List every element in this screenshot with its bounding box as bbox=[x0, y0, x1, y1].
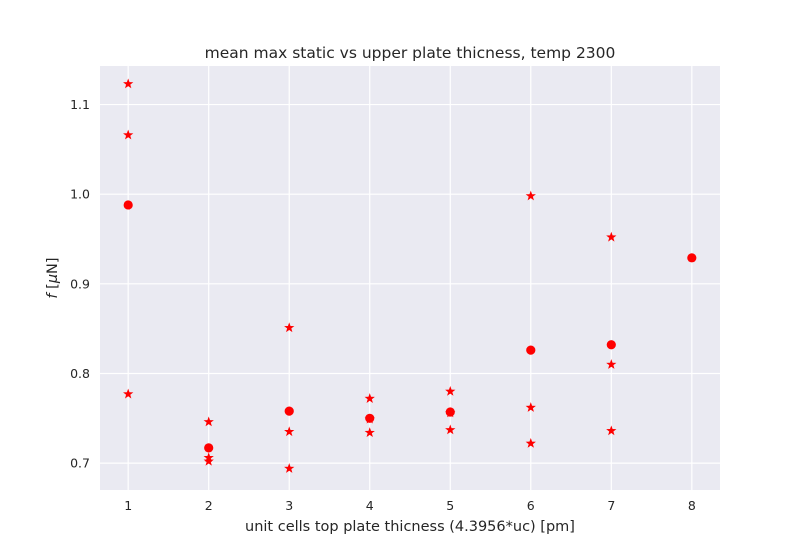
circle-point bbox=[204, 443, 214, 453]
star-point bbox=[364, 413, 375, 424]
star-point bbox=[284, 322, 295, 333]
x-tick-label: 2 bbox=[205, 498, 213, 513]
star-point bbox=[284, 463, 295, 473]
y-tick-label: 0.9 bbox=[70, 276, 90, 291]
y-tick-label: 0.8 bbox=[70, 366, 90, 381]
star-point bbox=[445, 407, 456, 418]
x-tick-label: 1 bbox=[124, 498, 132, 513]
x-tick-label: 3 bbox=[285, 498, 293, 513]
star-point bbox=[445, 424, 456, 435]
circle-point bbox=[284, 406, 294, 416]
star-point bbox=[525, 402, 536, 412]
y-tick-labels: 0.7 0.8 0.9 1.0 1.1 bbox=[70, 97, 90, 471]
star-point bbox=[445, 386, 456, 396]
y-tick-label: 0.7 bbox=[70, 456, 90, 471]
grid-lines bbox=[100, 66, 720, 490]
circle-point bbox=[526, 345, 536, 355]
star-point bbox=[525, 437, 536, 448]
y-axis-label-symbol: f bbox=[45, 292, 61, 299]
x-tick-label: 5 bbox=[446, 498, 454, 513]
y-tick-label: 1.0 bbox=[70, 187, 90, 202]
star-point bbox=[606, 425, 617, 436]
y-tick-label: 1.1 bbox=[70, 97, 90, 112]
star-point bbox=[203, 416, 214, 427]
x-tick-label: 6 bbox=[527, 498, 535, 513]
y-axis-label-mu: μ bbox=[45, 274, 61, 284]
star-point bbox=[123, 388, 134, 399]
star-point bbox=[364, 427, 375, 437]
x-tick-label: 8 bbox=[688, 498, 696, 513]
y-axis-label: f [μN] bbox=[45, 257, 61, 298]
x-tick-label: 7 bbox=[607, 498, 615, 513]
circle-point bbox=[606, 340, 616, 350]
y-axis-label-unit: N] bbox=[45, 257, 61, 274]
star-point bbox=[123, 129, 134, 140]
plot-background bbox=[100, 66, 720, 490]
circle-point bbox=[123, 200, 133, 210]
circle-point bbox=[687, 253, 697, 263]
data-points bbox=[123, 78, 697, 473]
x-axis-label: unit cells top plate thicness (4.3956*uc… bbox=[245, 519, 575, 535]
x-tick-labels: 1 2 3 4 5 6 7 8 bbox=[124, 498, 696, 513]
star-point bbox=[364, 393, 375, 403]
x-tick-label: 4 bbox=[366, 498, 374, 513]
star-point bbox=[284, 426, 295, 437]
chart-title: mean max static vs upper plate thicness,… bbox=[205, 44, 616, 62]
y-axis-label-bracket: [ bbox=[45, 283, 61, 293]
star-point bbox=[606, 231, 617, 242]
star-point bbox=[606, 359, 617, 369]
star-point bbox=[123, 78, 134, 89]
star-point bbox=[203, 455, 214, 466]
star-point bbox=[525, 190, 536, 201]
